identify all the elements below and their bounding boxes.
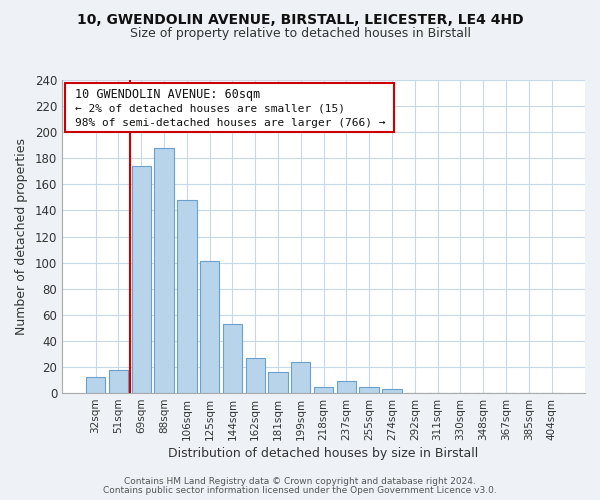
Text: 98% of semi-detached houses are larger (766) →: 98% of semi-detached houses are larger (…: [75, 118, 386, 128]
Bar: [223, 324, 242, 393]
Bar: [382, 389, 401, 393]
Bar: [337, 382, 356, 393]
Text: Contains public sector information licensed under the Open Government Licence v3: Contains public sector information licen…: [103, 486, 497, 495]
Bar: [131, 166, 151, 393]
Bar: [109, 370, 128, 393]
Text: ← 2% of detached houses are smaller (15): ← 2% of detached houses are smaller (15): [75, 104, 345, 114]
Bar: [200, 262, 219, 393]
Bar: [154, 148, 174, 393]
Text: 10 GWENDOLIN AVENUE: 60sqm: 10 GWENDOLIN AVENUE: 60sqm: [75, 88, 260, 101]
Text: 10, GWENDOLIN AVENUE, BIRSTALL, LEICESTER, LE4 4HD: 10, GWENDOLIN AVENUE, BIRSTALL, LEICESTE…: [77, 12, 523, 26]
Bar: [177, 200, 197, 393]
Bar: [359, 386, 379, 393]
Bar: [245, 358, 265, 393]
Text: Contains HM Land Registry data © Crown copyright and database right 2024.: Contains HM Land Registry data © Crown c…: [124, 477, 476, 486]
Bar: [86, 378, 106, 393]
FancyBboxPatch shape: [65, 83, 394, 132]
Y-axis label: Number of detached properties: Number of detached properties: [15, 138, 28, 335]
X-axis label: Distribution of detached houses by size in Birstall: Distribution of detached houses by size …: [169, 447, 479, 460]
Bar: [268, 372, 287, 393]
Bar: [314, 386, 333, 393]
Bar: [291, 362, 310, 393]
Text: Size of property relative to detached houses in Birstall: Size of property relative to detached ho…: [130, 28, 470, 40]
